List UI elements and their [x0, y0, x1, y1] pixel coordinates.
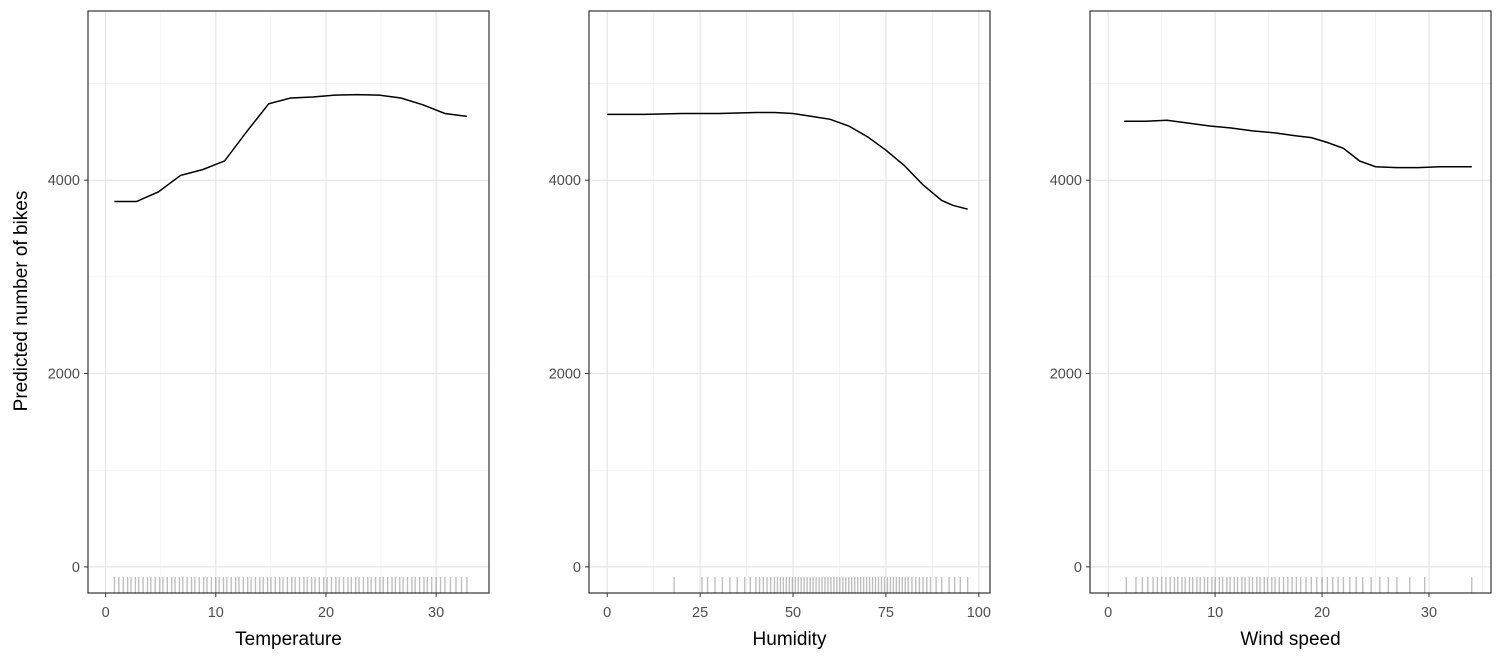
y-tick-label: 0	[72, 560, 80, 576]
pdp-line	[114, 93, 468, 203]
axes: 0 10 20 30 0 2000 4000	[1050, 173, 1437, 621]
panel-grid	[589, 11, 990, 593]
x-tick-label: 50	[785, 605, 801, 621]
x-tick-label: 100	[967, 605, 991, 621]
y-tick-label: 2000	[1050, 367, 1082, 383]
y-axis-title: Predicted number of bikes	[11, 191, 32, 412]
x-axis-title: Humidity	[753, 629, 827, 650]
x-tick-label: 0	[102, 605, 110, 621]
panel-grid	[88, 11, 489, 593]
panel-wind-speed: 0 10 20 30 0 2000 4000 Wind speed	[1050, 10, 1492, 650]
panel-border	[588, 10, 991, 594]
y-tick-label: 4000	[48, 173, 80, 189]
pdp-line	[607, 111, 968, 210]
x-tick-label: 0	[603, 605, 611, 621]
y-tick-label: 2000	[549, 367, 581, 383]
y-tick-label: 0	[1074, 560, 1082, 576]
x-tick-label: 25	[692, 605, 708, 621]
panel-border	[87, 10, 490, 594]
x-tick-label: 75	[878, 605, 894, 621]
x-tick-label: 20	[318, 605, 334, 621]
rug-marks	[1125, 577, 1473, 593]
panel-border	[1089, 10, 1492, 594]
pdp-line	[1124, 119, 1472, 169]
rug-marks	[673, 577, 969, 593]
x-tick-label: 30	[428, 605, 444, 621]
panel-grid	[1090, 11, 1491, 593]
x-tick-label: 10	[1207, 605, 1223, 621]
x-tick-label: 20	[1314, 605, 1330, 621]
y-tick-label: 0	[573, 560, 581, 576]
y-tick-label: 2000	[48, 367, 80, 383]
x-tick-label: 30	[1421, 605, 1437, 621]
axes: 0 10 20 30 0 2000 4000	[48, 173, 444, 621]
rug-marks	[113, 577, 468, 593]
panel-humidity: 0 25 50 75 100 0 2000 4000 Humidity	[549, 10, 991, 650]
x-tick-label: 0	[1104, 605, 1112, 621]
x-axis-title: Wind speed	[1240, 629, 1340, 650]
y-tick-label: 4000	[549, 173, 581, 189]
axes: 0 25 50 75 100 0 2000 4000	[549, 173, 991, 621]
panel-temperature: 0 10 20 30 0 2000 4000 Temperature	[48, 10, 490, 650]
x-tick-label: 10	[208, 605, 224, 621]
x-axis-title: Temperature	[235, 629, 342, 650]
y-tick-label: 4000	[1050, 173, 1082, 189]
